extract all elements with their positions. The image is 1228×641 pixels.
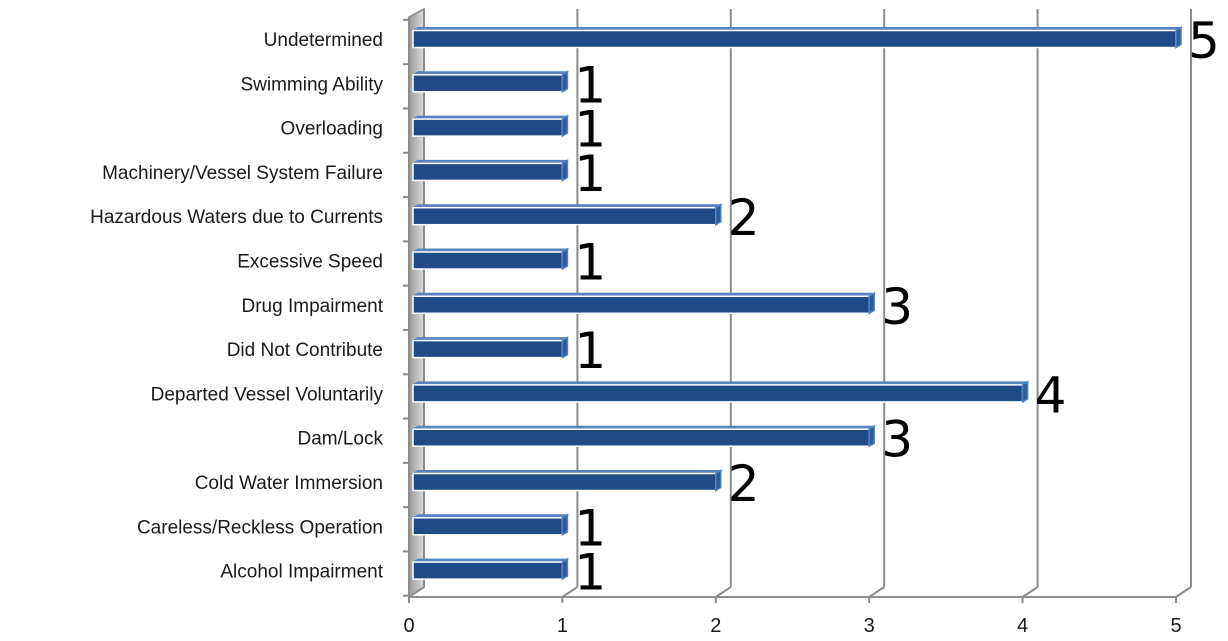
category-label: Alcohol Impairment [220,562,383,583]
bar-end-cap [715,203,722,227]
bar [412,472,717,492]
bar-end-cap [561,70,569,94]
bar-end-cap [561,247,569,271]
bar [412,517,564,536]
bar [412,162,564,182]
data-label: 1 [574,56,606,114]
x-tick-label: 3 [864,615,875,637]
bars-group [411,26,1183,581]
category-labels: Undetermined Swimming Ability Overloading M… [90,30,384,583]
gridline-floor [868,586,885,598]
bar [412,251,564,270]
bar-end-cap [715,469,722,492]
x-tick-label: 0 [403,615,414,637]
axes [403,17,1177,603]
category-label: Machinery/Vessel System Failure [102,163,383,184]
bar-end-cap [1021,380,1029,404]
data-label: 5 [1188,12,1220,70]
data-label: 1 [574,322,606,380]
data-label: 1 [574,145,606,203]
category-label: Overloading [281,119,383,140]
bar-end-cap [1175,26,1182,49]
category-label: Did Not Contribute [227,340,383,361]
bar-end-cap [561,557,569,581]
category-label: Cold Water Immersion [195,473,383,494]
category-label: Excessive Speed [237,252,383,273]
gridline-floor [408,586,425,598]
category-label: Dam/Lock [297,429,383,450]
data-label: 3 [881,411,913,469]
bar-end-cap [868,424,875,448]
category-label: Careless/Reckless Operation [137,517,383,538]
bar [412,428,870,447]
bar-end-cap [868,291,875,315]
category-label: Undetermined [264,30,383,51]
category-label: Departed Vessel Voluntarily [151,384,384,405]
data-label: 1 [574,499,606,557]
data-label: 1 [574,544,606,602]
data-label: 3 [881,278,913,336]
bar [412,206,717,226]
data-label: 2 [728,455,760,513]
category-label: Swimming Ability [240,74,383,95]
bar-end-cap [561,513,569,537]
gridline-floor [561,586,578,598]
bar-end-cap [561,114,569,138]
x-tick-labels: 0 1 2 3 4 5 [403,615,1181,637]
category-label: Drug Impairment [242,296,384,317]
x-tick-label: 1 [557,615,568,637]
bar [412,74,564,93]
bar [412,295,870,315]
x-tick-label: 5 [1170,615,1181,637]
data-label: 1 [574,234,606,292]
category-label: Hazardous Waters due to Currents [90,207,383,228]
gridline-floor [1175,586,1192,598]
data-label: 4 [1035,366,1067,424]
data-label: 1 [574,101,606,159]
gridline-floor [1022,586,1039,598]
gridline-floor [715,586,732,598]
bar [412,384,1024,403]
bar [412,29,1177,49]
data-label: 2 [728,189,760,247]
x-tick-label: 4 [1017,615,1028,637]
x-tick-label: 2 [710,615,721,637]
bar [412,118,564,137]
bar-end-cap [561,336,569,359]
bar [412,561,564,580]
bar-end-cap [561,159,569,182]
bar [412,339,564,359]
